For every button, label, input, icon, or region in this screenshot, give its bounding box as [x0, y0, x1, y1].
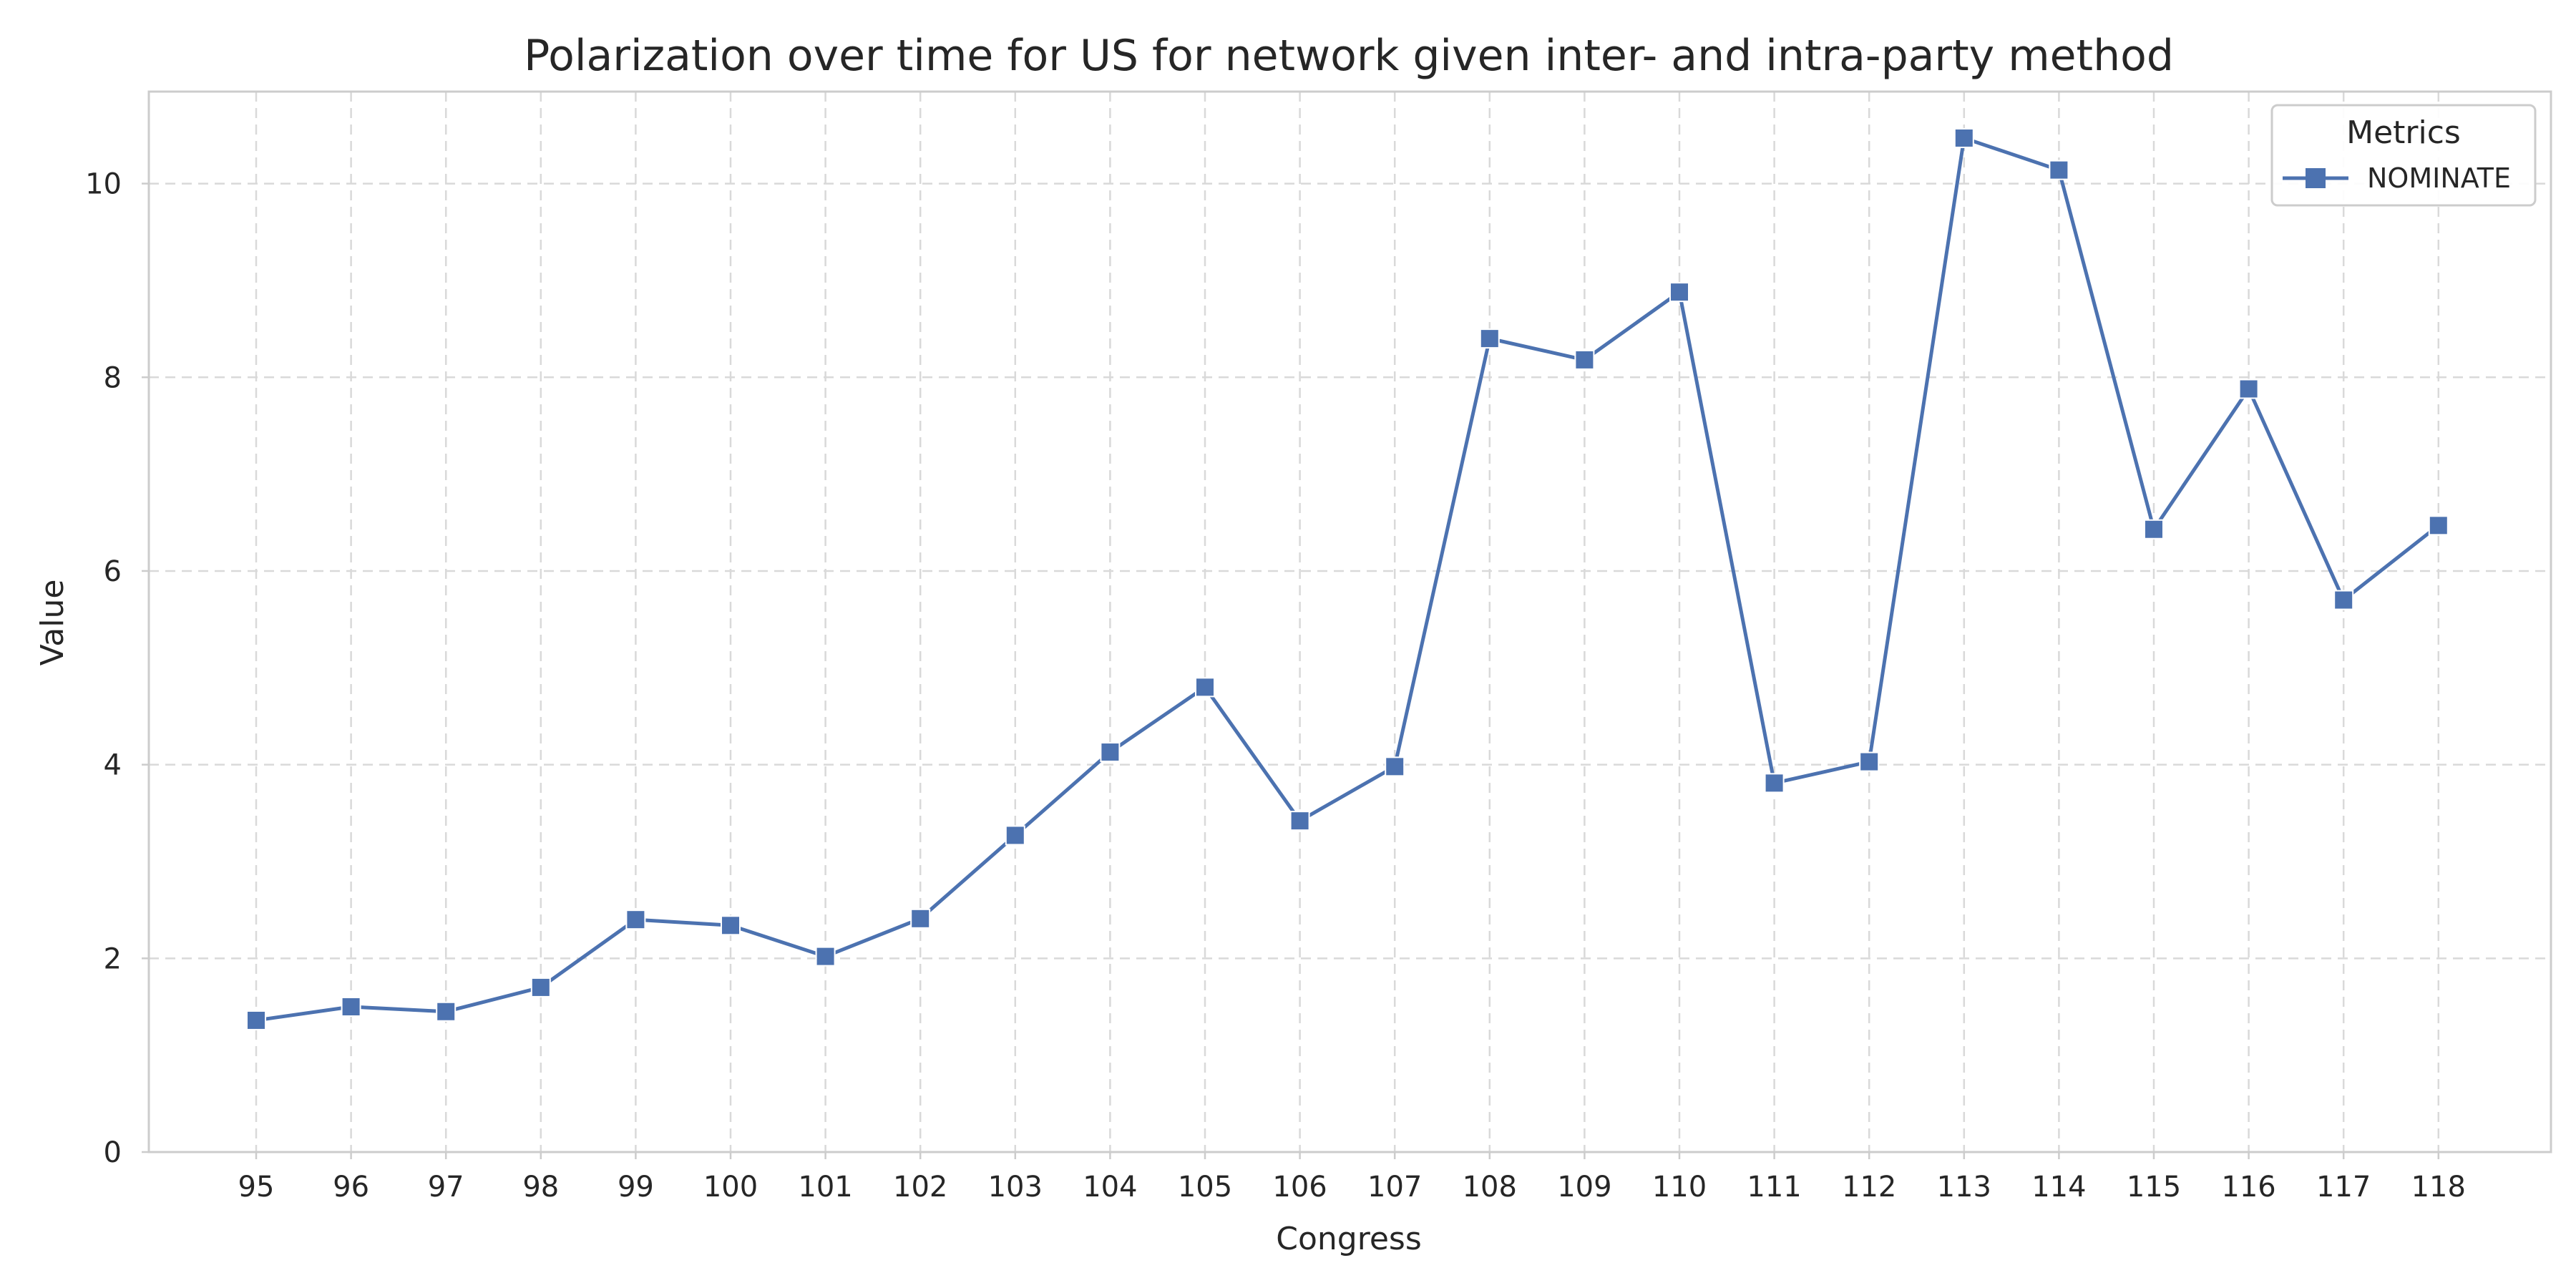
- x-tick-label: 112: [1842, 1171, 1896, 1204]
- plot-frame: [147, 90, 2552, 1153]
- x-tick-label: 108: [1463, 1171, 1517, 1204]
- x-tick-label: 105: [1178, 1171, 1232, 1204]
- data-point-marker: [246, 1010, 266, 1030]
- x-tick-label: 118: [2411, 1171, 2466, 1204]
- data-point-marker: [1289, 811, 1310, 831]
- data-point-marker: [815, 946, 836, 967]
- x-tick-label: 111: [1747, 1171, 1801, 1204]
- x-tick-label: 106: [1272, 1171, 1327, 1204]
- data-point-marker: [2049, 160, 2069, 180]
- y-tick-label: 10: [85, 168, 122, 201]
- data-point-marker: [341, 996, 361, 1017]
- x-tick-label: 109: [1557, 1171, 1611, 1204]
- x-tick-label: 95: [238, 1171, 275, 1204]
- data-point-marker: [1859, 751, 1880, 772]
- y-axis-label: Value: [34, 580, 71, 666]
- y-tick-label: 4: [104, 749, 122, 782]
- legend-title: Metrics: [2346, 114, 2461, 151]
- axis-ticks: 95 96 97 98 99 100 101 102 103 104 105 106 107 108 109…: [85, 168, 2466, 1204]
- x-tick-label: 104: [1083, 1171, 1137, 1204]
- y-tick-label: 8: [104, 361, 122, 394]
- data-point-marker: [2144, 519, 2164, 540]
- y-tick-label: 6: [104, 555, 122, 588]
- x-tick-label: 117: [2316, 1171, 2371, 1204]
- data-point-marker: [436, 1001, 457, 1022]
- data-point-marker: [1953, 127, 1974, 148]
- data-point-marker: [721, 915, 741, 936]
- data-point-marker: [1669, 282, 1689, 303]
- legend-box: [2270, 104, 2537, 207]
- series-layer: [246, 127, 2449, 1030]
- data-point-marker: [1479, 328, 1500, 349]
- data-point-marker: [1385, 756, 1405, 777]
- data-point-marker: [625, 909, 646, 930]
- x-tick-label: 113: [1937, 1171, 1991, 1204]
- x-tick-label: 101: [798, 1171, 852, 1204]
- chart-title: Polarization over time for US for networ…: [524, 31, 2174, 81]
- y-tick-label: 2: [104, 942, 122, 975]
- x-tick-label: 116: [2221, 1171, 2275, 1204]
- data-point-marker: [1574, 349, 1595, 370]
- x-tick-label: 107: [1367, 1171, 1422, 1204]
- x-tick-label: 103: [988, 1171, 1043, 1204]
- data-point-marker: [1100, 742, 1121, 763]
- x-tick-label: 100: [703, 1171, 758, 1204]
- x-tick-label: 98: [522, 1171, 559, 1204]
- data-point-marker: [1764, 773, 1785, 794]
- x-tick-label: 96: [333, 1171, 369, 1204]
- grid: [149, 92, 2551, 1152]
- x-tick-label: 99: [618, 1171, 654, 1204]
- legend-marker-swatch: [2306, 168, 2326, 188]
- x-axis-label: Congress: [1276, 1221, 1422, 1257]
- data-point-marker: [530, 977, 551, 997]
- data-point-marker: [2333, 590, 2354, 610]
- x-tick-label: 114: [2031, 1171, 2086, 1204]
- legend: Metrics NOMINATE: [2270, 104, 2537, 207]
- x-tick-label: 115: [2127, 1171, 2181, 1204]
- series-line-nominate: [254, 136, 2441, 1023]
- data-point-marker: [910, 908, 931, 929]
- x-tick-label: 102: [893, 1171, 947, 1204]
- data-point-marker: [1195, 677, 1215, 698]
- data-point-marker: [2428, 515, 2449, 536]
- data-point-marker: [2238, 379, 2259, 399]
- legend-entry-label: NOMINATE: [2367, 162, 2511, 194]
- data-point-marker: [1005, 825, 1025, 846]
- x-tick-label: 110: [1652, 1171, 1707, 1204]
- x-tick-label: 97: [428, 1171, 464, 1204]
- y-tick-label: 0: [104, 1136, 122, 1169]
